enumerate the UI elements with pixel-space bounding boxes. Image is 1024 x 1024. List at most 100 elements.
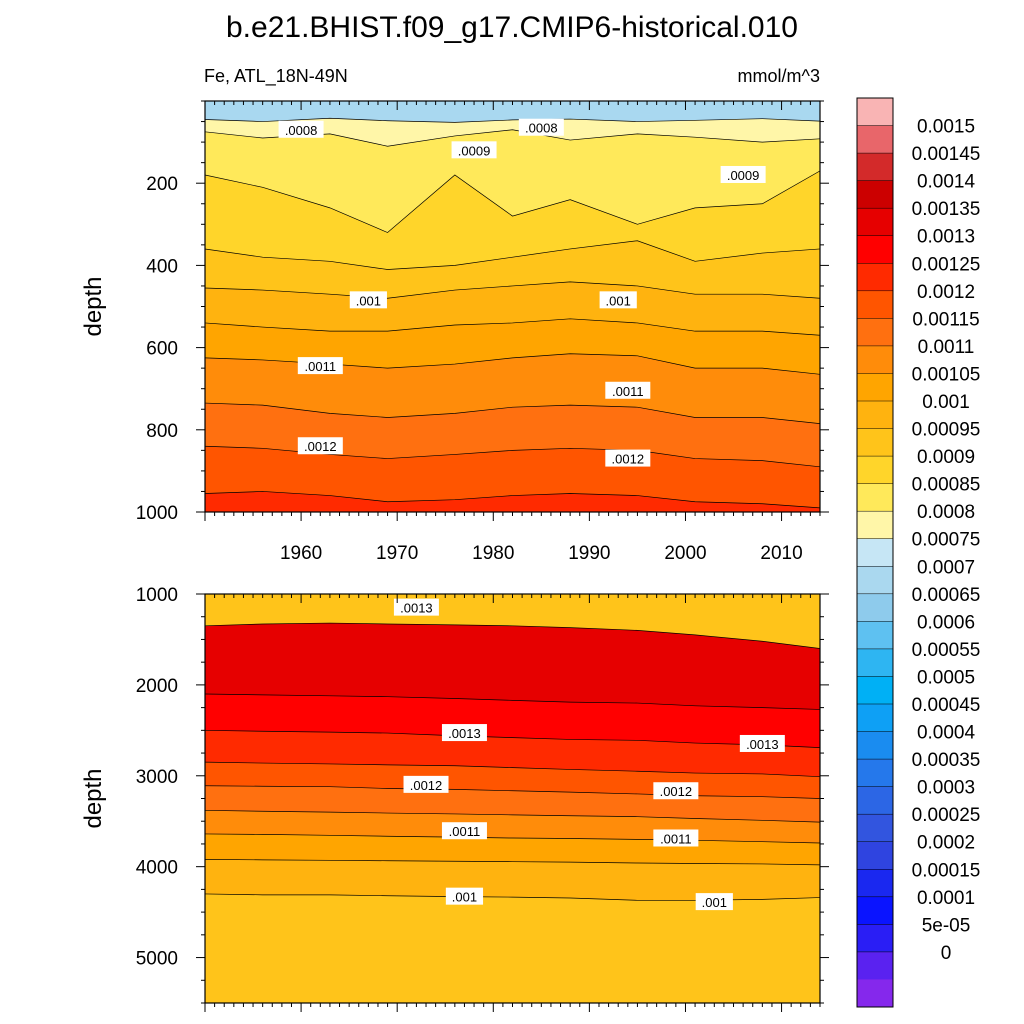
contour-label: .0011	[653, 829, 699, 847]
colorbar-swatch	[857, 814, 893, 843]
contour-label-text: .0013	[448, 726, 481, 741]
contour-label-text: .0011	[660, 831, 692, 846]
colorbar-swatch	[857, 621, 893, 650]
contour-label: .0012	[297, 437, 343, 455]
contour-line	[205, 117, 820, 123]
contour-label-text: .001	[452, 890, 477, 905]
y-tick-label: 4000	[136, 858, 178, 879]
contour-label: .0013	[739, 734, 785, 752]
contour-line	[205, 693, 820, 710]
colorbar-swatch	[857, 704, 893, 733]
colorbar-label: 0.0011	[918, 337, 975, 358]
contour-label: .001	[599, 291, 637, 309]
colorbar-label: 0.0003	[917, 778, 975, 799]
x-tick-label: 2000	[664, 543, 706, 564]
colorbar-swatch	[857, 373, 893, 402]
colorbar-swatch	[857, 401, 893, 430]
colorbar-swatch	[857, 290, 893, 319]
contour-label-text: .0011	[305, 359, 337, 374]
x-tick-label: 1970	[376, 543, 418, 564]
colorbar-label: 0.001	[922, 392, 970, 413]
colorbar-swatch	[857, 593, 893, 622]
contour-label: .0013	[393, 598, 439, 616]
lower-depth-panel: .0013 .0013 .0013 .0012 .0012 .0011 .0011 .001.…	[80, 585, 829, 1012]
colorbar-swatch	[857, 511, 893, 540]
colorbar-swatch	[857, 786, 893, 815]
variable-label: Fe, ATL_18N-49N	[204, 66, 348, 87]
contour-label: .0012	[653, 782, 699, 800]
contour-label-text: .0012	[410, 778, 443, 793]
contour-line	[205, 318, 820, 336]
colorbar-label: 0.0004	[917, 723, 976, 744]
y-tick-label: 2000	[136, 676, 178, 697]
contour-label: .0011	[605, 381, 651, 399]
y-tick-label: 1000	[136, 585, 178, 606]
contour-label-text: .001	[356, 293, 381, 308]
y-tick-label: 5000	[136, 949, 178, 970]
colorbar-label: 0.00095	[912, 420, 981, 441]
colorbar-label: 0.00115	[912, 309, 979, 330]
colorbar-label: 0.00125	[912, 254, 981, 275]
contour-label-text: .0008	[285, 123, 318, 138]
contour-line	[205, 809, 820, 823]
units-label: mmol/m^3	[738, 66, 820, 86]
depth-fill-band	[205, 893, 820, 1003]
x-tick-label: 1960	[280, 543, 322, 564]
x-tick-label: 1980	[472, 543, 514, 564]
colorbar-swatch	[857, 483, 893, 512]
upper-depth-panel: .0008 .0008 .0009 .0009 .001 .001 .0011 .0011 .0…	[80, 100, 829, 564]
colorbar-label: 0.0008	[917, 502, 975, 523]
colorbar-label: 0.0006	[917, 612, 975, 633]
contour-label: .0013	[441, 724, 487, 742]
contour-label: .0011	[441, 822, 487, 840]
colorbar-label: 0.00085	[912, 475, 981, 496]
colorbar-swatch	[857, 951, 893, 980]
contour-label-text: .0009	[458, 143, 491, 158]
contour-line	[205, 622, 820, 649]
colorbar-swatch	[857, 538, 893, 567]
contour-line	[205, 402, 820, 424]
contour-label-text: .0013	[400, 601, 433, 616]
colorbar-label: 0.00135	[912, 199, 981, 220]
contour-line	[205, 859, 820, 866]
contour-line	[205, 729, 820, 748]
contour-label-text: .0011	[612, 384, 644, 399]
contour-line	[205, 761, 820, 778]
colorbar-swatch	[857, 208, 893, 237]
contour-label-text: .0012	[660, 784, 693, 799]
colorbar-label: 0.00105	[912, 364, 981, 385]
colorbar-label: 0.00075	[912, 530, 981, 551]
colorbar-label: 0.00065	[912, 585, 981, 606]
colorbar-swatch	[857, 345, 893, 374]
colorbar-label: 0.0009	[917, 447, 975, 468]
colorbar-swatch	[857, 979, 893, 1008]
colorbar-swatch	[857, 456, 893, 485]
colorbar-swatch	[857, 125, 893, 154]
contour-line	[205, 785, 820, 799]
colorbar-label: 0.00055	[912, 640, 981, 661]
contour-line	[205, 833, 820, 844]
colorbar-swatch	[857, 841, 893, 870]
colorbar-label: 0.00145	[912, 144, 981, 165]
contour-label: .0012	[605, 449, 651, 467]
colorbar-swatch	[857, 648, 893, 677]
contour-label: .0009	[451, 141, 497, 159]
colorbar-swatch	[857, 318, 893, 347]
contour-label: .001	[695, 893, 733, 911]
colorbar-swatch	[857, 235, 893, 264]
colorbar-label: 5e-05	[922, 915, 971, 936]
contour-label: .001	[349, 291, 387, 309]
chart-title: b.e21.BHIST.f09_g17.CMIP6-historical.010	[226, 11, 798, 44]
contour-label-text: .0008	[525, 121, 558, 136]
colorbar-swatch	[857, 924, 893, 953]
colorbar-label: 0.0015	[917, 117, 975, 138]
contour-label-text: .0011	[449, 824, 481, 839]
colorbar-frame	[856, 97, 894, 1008]
colorbar-swatch	[857, 676, 893, 705]
colorbar-label: 0.0007	[917, 557, 975, 578]
contour-label-text: .0009	[727, 168, 760, 183]
x-tick-label: 2010	[760, 543, 802, 564]
contour-label-text: .001	[606, 293, 631, 308]
colorbar-label: 0.0013	[917, 227, 975, 248]
